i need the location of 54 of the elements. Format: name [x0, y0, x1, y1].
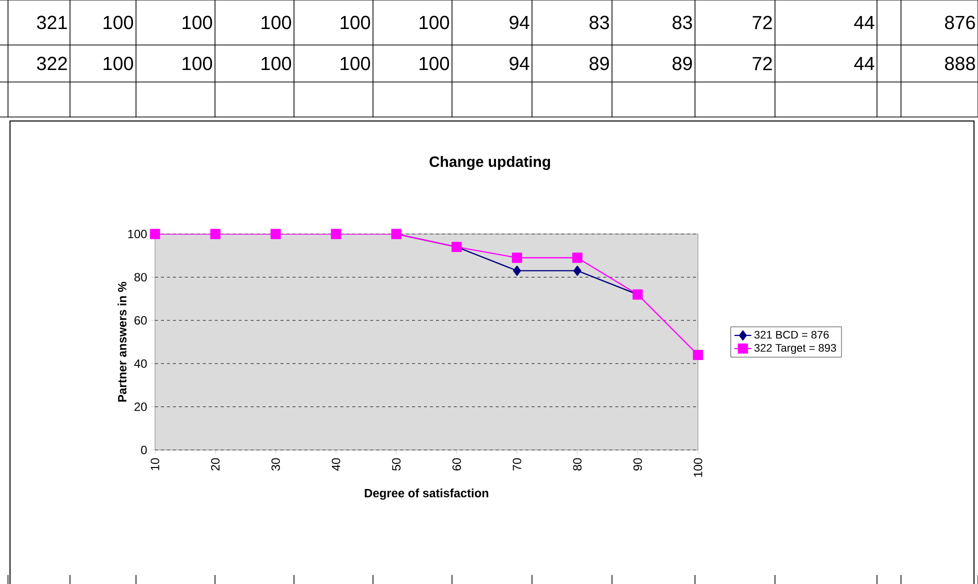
legend-label: 321 BCD = 876: [754, 330, 829, 339]
y-tick-label: 40: [134, 359, 147, 368]
text: 100: [182, 16, 212, 30]
text: 83: [672, 16, 692, 30]
text: 72: [752, 56, 772, 70]
text: 100: [340, 56, 370, 70]
text: 89: [672, 56, 692, 70]
y-axis-title: Partner answers in %: [118, 282, 126, 402]
x-tick-label: 50: [392, 458, 401, 471]
legend-label: 322 Target = 893: [754, 344, 836, 354]
y-tick-label: 0: [141, 446, 147, 454]
text: 100: [262, 16, 292, 30]
x-tick-label: 60: [452, 458, 461, 470]
text: 89: [590, 56, 609, 70]
text: 100: [420, 16, 450, 30]
point: [330, 228, 342, 240]
point: [573, 266, 582, 276]
x-tick-label: 70: [512, 458, 522, 470]
text: 321: [36, 16, 67, 30]
text: 94: [510, 16, 530, 30]
x-tick-label: 80: [573, 458, 582, 471]
text: 100: [182, 56, 212, 70]
point: [150, 228, 160, 240]
point: [513, 266, 521, 276]
y-tick-label: 100: [128, 230, 147, 238]
text: 100: [340, 16, 370, 30]
text: 100: [104, 16, 134, 30]
x-tick-label: 90: [633, 458, 642, 470]
chart-title: Change updating: [430, 156, 550, 170]
x-tick-label: 100: [694, 458, 702, 477]
point: [210, 228, 220, 240]
text: 322: [36, 56, 67, 70]
point: [512, 252, 522, 263]
text: 83: [590, 16, 609, 30]
point: [572, 252, 582, 263]
x-tick-label: 10: [150, 458, 160, 470]
text: 100: [420, 56, 450, 70]
point: [270, 228, 281, 240]
x-tick-label: 40: [332, 458, 340, 471]
y-tick-label: 20: [134, 402, 147, 412]
x-tick-label: 30: [271, 458, 280, 471]
x-tick-label: 20: [211, 458, 220, 470]
point: [692, 350, 704, 360]
text: 44: [854, 56, 874, 70]
y-tick-label: 60: [134, 316, 147, 325]
text: 94: [510, 56, 530, 70]
text: 888: [945, 56, 975, 70]
text: 100: [262, 56, 292, 70]
text: 44: [854, 16, 874, 29]
y-tick-label: 80: [134, 272, 147, 282]
text: 100: [104, 56, 134, 70]
text: 72: [752, 16, 772, 30]
text: 876: [945, 16, 975, 30]
x-axis-title: Degree of satisfaction: [364, 488, 488, 500]
